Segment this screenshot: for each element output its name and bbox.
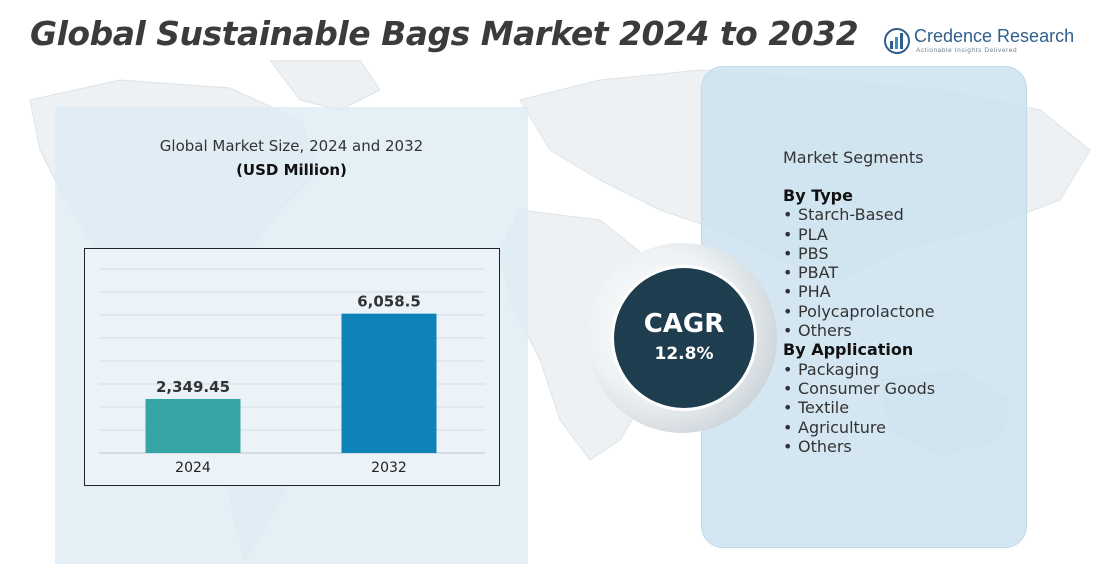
- brand-logo: Credence Research Actionable Insights De…: [884, 26, 1084, 58]
- data-label-2032: 6,058.5: [357, 293, 421, 311]
- data-label-2024: 2,349.45: [156, 378, 230, 396]
- segment-item: PBAT: [783, 263, 935, 283]
- bar-chart-plot: 2,349.45 2024 6,058.5 2032: [99, 268, 485, 476]
- chart-unit: (USD Million): [236, 161, 347, 179]
- bar-2024: [145, 398, 241, 453]
- logo-name: Credence Research: [914, 26, 1075, 46]
- x-tick-label-2032: 2032: [371, 460, 407, 476]
- chart-title: Global Market Size, 2024 and 2032: [159, 137, 424, 155]
- segment-item: Others: [783, 321, 935, 341]
- bar-chart: 2,349.45 2024 6,058.5 2032: [84, 248, 500, 486]
- segment-item: PLA: [783, 225, 935, 245]
- segment-item: Agriculture: [783, 418, 935, 438]
- segment-item: Consumer Goods: [783, 379, 935, 399]
- segment-item: Starch-Based: [783, 205, 935, 225]
- cagr-value: 12.8%: [654, 344, 714, 364]
- logo-bars-icon: [884, 28, 910, 54]
- segment-group-heading: By Type: [783, 186, 853, 205]
- page-title: Global Sustainable Bags Market 2024 to 2…: [30, 14, 859, 53]
- segment-item: PBS: [783, 244, 935, 264]
- cagr-badge: CAGR 12.8%: [614, 268, 754, 408]
- segment-item: PHA: [783, 282, 935, 302]
- cagr-label: CAGR: [643, 309, 725, 339]
- bar-2032: [341, 313, 437, 453]
- segment-item: Textile: [783, 398, 935, 418]
- segments-title: Market Segments: [783, 148, 924, 167]
- x-tick-label-2024: 2024: [175, 460, 211, 476]
- segment-item: Packaging: [783, 360, 935, 380]
- segments-list: By TypeStarch-BasedPLAPBSPBATPHAPolycapr…: [783, 186, 935, 456]
- segment-item: Polycaprolactone: [783, 302, 935, 322]
- segment-group-heading: By Application: [783, 340, 914, 360]
- segment-item: Others: [783, 437, 935, 457]
- logo-tagline: Actionable Insights Delivered: [916, 47, 1018, 54]
